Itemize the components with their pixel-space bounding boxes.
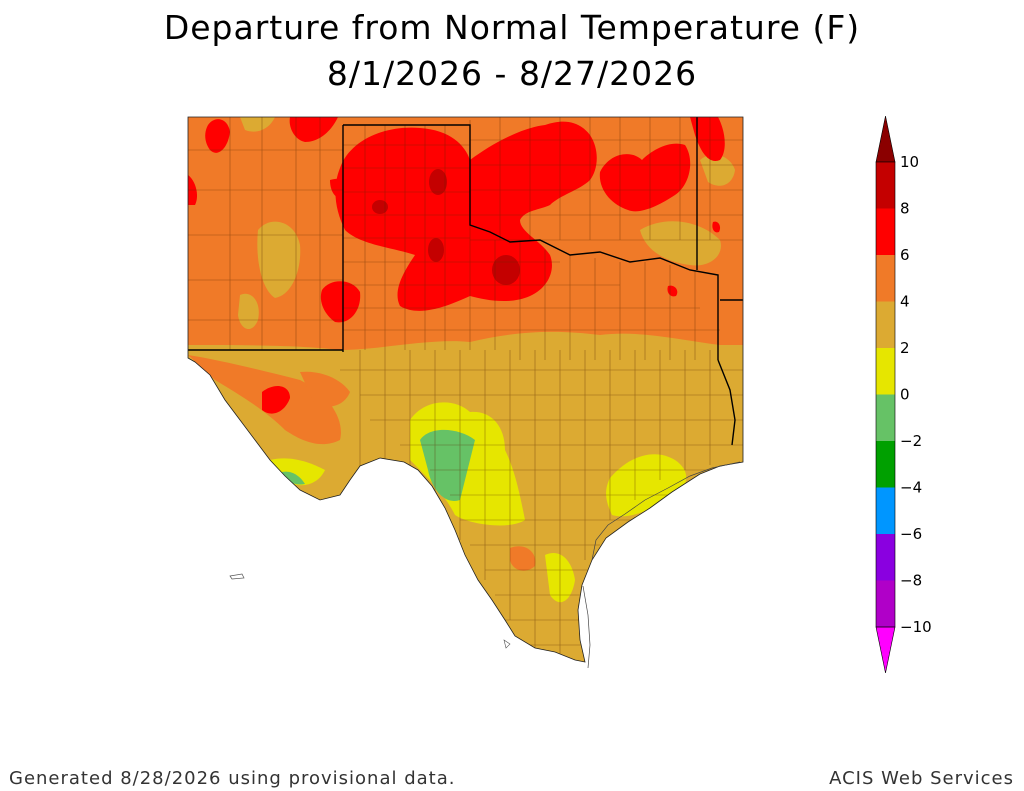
legend-label: 10 [900,153,919,171]
legend-label: −6 [900,525,922,543]
legend-swatch [876,441,895,488]
legend-label: 0 [900,386,910,404]
map-date-range: 8/1/2026 - 8/27/2026 [326,54,698,93]
county-boundaries [188,117,743,660]
legend-swatch [876,534,895,581]
legend-label: 2 [900,339,910,357]
source-credit: ACIS Web Services [829,768,1014,789]
legend-swatch [876,162,895,209]
legend-label: −8 [900,572,922,590]
legend-swatch [876,255,895,302]
legend-swatch [876,580,895,627]
legend-swatch [876,394,895,441]
legend-swatch [876,348,895,395]
state-borders [188,117,743,446]
legend-label: 4 [900,293,910,311]
offshore-island [229,573,245,580]
legend-swatch [876,487,895,534]
map-title: Departure from Normal Temperature (F) [163,8,861,47]
legend-swatch [876,301,895,348]
legend-label: 6 [900,246,910,264]
legend-label: −4 [900,479,922,497]
legend-label: −2 [900,432,922,450]
region-outline [187,116,744,663]
generated-note: Generated 8/28/2026 using provisional da… [9,768,456,789]
barrier-islands [591,461,741,561]
legend-label: −10 [900,618,932,636]
legend-top-arrow [875,115,896,163]
legend-bottom-arrow [875,626,896,674]
legend-label: 8 [900,200,910,218]
legend-swatch [876,208,895,255]
legend-frame [875,161,896,628]
coastal-inlet [503,639,511,649]
padre-island [582,585,591,669]
